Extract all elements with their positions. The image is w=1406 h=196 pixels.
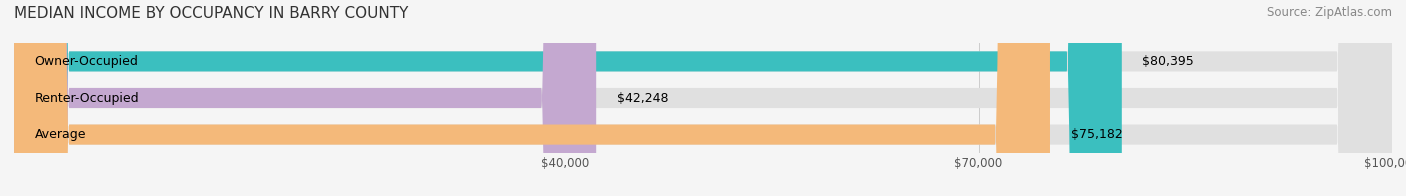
- Text: Renter-Occupied: Renter-Occupied: [35, 92, 139, 104]
- Text: Source: ZipAtlas.com: Source: ZipAtlas.com: [1267, 6, 1392, 19]
- Text: MEDIAN INCOME BY OCCUPANCY IN BARRY COUNTY: MEDIAN INCOME BY OCCUPANCY IN BARRY COUN…: [14, 6, 408, 21]
- Text: $75,182: $75,182: [1070, 128, 1122, 141]
- Text: Owner-Occupied: Owner-Occupied: [35, 55, 139, 68]
- FancyBboxPatch shape: [14, 0, 1392, 196]
- FancyBboxPatch shape: [14, 0, 1392, 196]
- Text: $80,395: $80,395: [1143, 55, 1194, 68]
- FancyBboxPatch shape: [14, 0, 596, 196]
- FancyBboxPatch shape: [14, 0, 1122, 196]
- Text: $42,248: $42,248: [617, 92, 668, 104]
- Text: Average: Average: [35, 128, 86, 141]
- FancyBboxPatch shape: [14, 0, 1050, 196]
- FancyBboxPatch shape: [14, 0, 1392, 196]
